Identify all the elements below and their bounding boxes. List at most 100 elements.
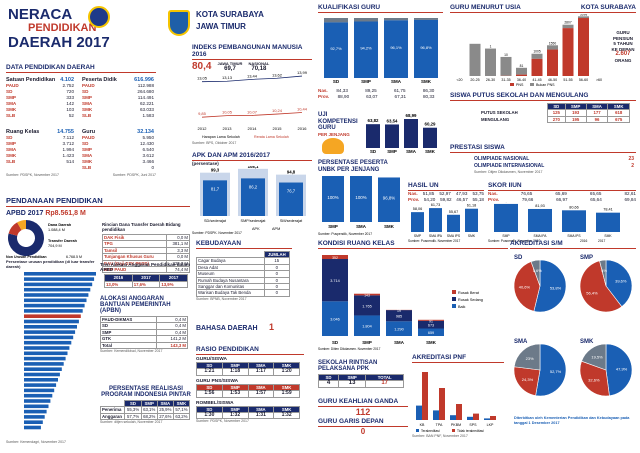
- cell: 82,61: [624, 191, 636, 196]
- city-crest-icon: [168, 10, 190, 36]
- category-label: PKBM: [451, 423, 461, 427]
- cell: 47,93: [455, 191, 468, 196]
- pip-table: SD SMP SMA SMK Penerima 55,3% 63,1% 25,9% 57,1%…: [99, 399, 191, 421]
- kondisi-panel: KONDISI RUANG KELAS 3.046 3.714 352 SD 1.804…: [318, 240, 508, 352]
- pie-value: 40,6%: [519, 284, 531, 289]
- age-label: <20: [456, 78, 462, 82]
- prov-values: 88,90 63,07 67,31 80,33: [329, 94, 443, 100]
- category-label: SMP: [502, 234, 510, 238]
- row-value: 15: [263, 257, 291, 265]
- transfer-title: Rincian Dana Transfer Daerah Bidang pend…: [102, 222, 181, 232]
- pie-slice: [513, 261, 541, 312]
- kv-key: SLB: [6, 159, 16, 164]
- kv-value: 63.033: [139, 107, 154, 112]
- un-bar: [411, 212, 424, 232]
- urusan-bar: [24, 399, 51, 403]
- kv-row: PAUD 2.752: [6, 83, 74, 89]
- category-label: SMA: [406, 149, 417, 154]
- keahlian-panel: GURU KEAHLIAN GANDA 112 GURU GARIS DEPAN…: [318, 398, 408, 442]
- legend-swatch: [452, 429, 455, 432]
- pensiun-count: 2.607: [615, 51, 631, 57]
- cell: 57,1%: [172, 406, 191, 414]
- transfer-detail: Rincian Dana Transfer Daerah Bidang pend…: [101, 222, 190, 274]
- skorun-table: Nas. 76,65 65,69 65,65 82,61 Prov. 79,66 66,97 6…: [488, 191, 636, 203]
- non-pns-bar: [531, 53, 543, 59]
- unbk-bar: [378, 177, 400, 222]
- urusan-bar: [24, 340, 72, 345]
- ukg-bar: [423, 127, 437, 148]
- unbk-title-2: UNBK PER JENJANG: [318, 166, 380, 173]
- dana-value: 1.088,4 M: [48, 228, 65, 232]
- note-line: GURU: [616, 30, 630, 35]
- kv-key: SMP: [6, 95, 16, 100]
- nonakr-bar: [490, 416, 496, 420]
- col-header: JUMLAH: [263, 250, 291, 259]
- satuan-list: PAUD 2.752 SD 720 SMP 333 SMA 142 SMK 103 SLB 52: [6, 83, 74, 119]
- kv-value: 1.423: [62, 153, 75, 158]
- kv-row: SMK 63.033: [82, 107, 154, 113]
- cell: 65,69: [555, 191, 567, 196]
- kv-row: SLB 0: [82, 165, 154, 171]
- legend-pns: PNS: [516, 83, 524, 86]
- category-label: SM/sederajat: [280, 219, 303, 223]
- akr-bar: [484, 418, 490, 420]
- kv-value: 62.221: [139, 101, 154, 106]
- nas-values: 84,33 89,25 61,75 86,30: [328, 88, 443, 94]
- urusan-bar: [24, 393, 53, 398]
- category-label: SMP: [414, 234, 422, 238]
- pie-value: 52,7%: [550, 369, 562, 374]
- source-note: Sumber: PDSPK, November 2017: [196, 419, 249, 424]
- usia-title: GURU MENURUT USIA: [450, 4, 521, 11]
- un-bar: [429, 208, 442, 232]
- row-label: OLIMPIADE INTERNASIONAL: [474, 163, 545, 169]
- pns-bar: [516, 74, 527, 76]
- un-value: 61,73: [431, 203, 441, 207]
- pnf-panel: AKREDITASI PNF KB TPA PKBM SPS LKP Terakredit…: [412, 354, 504, 442]
- nas-value: 84,33: [336, 88, 348, 93]
- pie-value: 47,9%: [616, 366, 628, 371]
- rls-label: 10,44: [297, 106, 308, 111]
- header: NERACA PENDIDIKAN DAERAH 2017 KOTA SURAB…: [0, 0, 640, 62]
- row-label: Nas.: [488, 191, 498, 196]
- row-label: DAU (Gaji GTK PNSD): [101, 259, 168, 268]
- legend-2016: 2016: [580, 239, 588, 242]
- akreditasi-pies: SD 53,8% 40,6% 5,6% SMP 39,6% 56,4% 4% SMA 52,7% 2…: [513, 255, 633, 397]
- title-daerah: DAERAH 2017: [8, 34, 110, 51]
- prestasi-title: PRESTASI SISWA: [450, 144, 636, 153]
- berat-value: 352: [332, 256, 338, 260]
- pie-slice: [513, 343, 541, 371]
- kv-value: 6.540: [142, 147, 155, 152]
- urusan-bar: [24, 346, 70, 350]
- note-line: KE DEPAN: [611, 46, 635, 52]
- apbn-table: PAUD-DIKMAS 0,4 M SD 0,4 M SMP 0,4 M GTK 141,2 …: [100, 315, 189, 350]
- un-value: 55,67: [449, 210, 459, 214]
- source-note: Sumber: Kemendikbud, November 2017: [100, 349, 163, 354]
- pie-value: 56,4%: [586, 290, 598, 295]
- urusan-bar: [24, 383, 57, 387]
- ukg-chart: 63,82 SD 63,54 SMP 68,99 SMA 60,29 SMK: [366, 113, 437, 154]
- jatim-value: 69,7: [224, 66, 236, 72]
- bar-value: 81: [520, 64, 524, 68]
- ukg-panel: UJI KOMPETENSI GURU PER JENJANG 63,82 SD 6…: [318, 112, 443, 156]
- pie-slice: [513, 366, 541, 396]
- sedang-value: 3.714: [330, 279, 340, 283]
- guru-label: Guru: [82, 129, 96, 135]
- akr-bar: [433, 410, 439, 420]
- kv-key: SMK: [6, 107, 17, 112]
- non-s1-bar: [384, 18, 408, 21]
- non-pns-bar: [485, 48, 496, 76]
- section-title: DATA PENDIDIKAN DAERAH: [6, 64, 156, 73]
- urusan-bar: [24, 367, 62, 371]
- row-label: Tamsil: [101, 246, 168, 255]
- row-label: TPG: [101, 240, 168, 248]
- year-label: 2016: [298, 126, 308, 131]
- gs-table: SD SMP SMA SMK 1:21 1:18 1:17 1:20: [196, 361, 300, 376]
- dana-label: Dana Daerah: [48, 223, 72, 227]
- sedang-bar: [386, 310, 412, 322]
- kv-key: SLB: [82, 165, 92, 170]
- unbk-value: 96,8%: [383, 196, 396, 201]
- bahasa-title: BAHASA DAERAH: [196, 325, 258, 332]
- legend-swatch: [530, 83, 534, 86]
- unbk-title-1: PERSENTASE PESERTA: [318, 160, 388, 166]
